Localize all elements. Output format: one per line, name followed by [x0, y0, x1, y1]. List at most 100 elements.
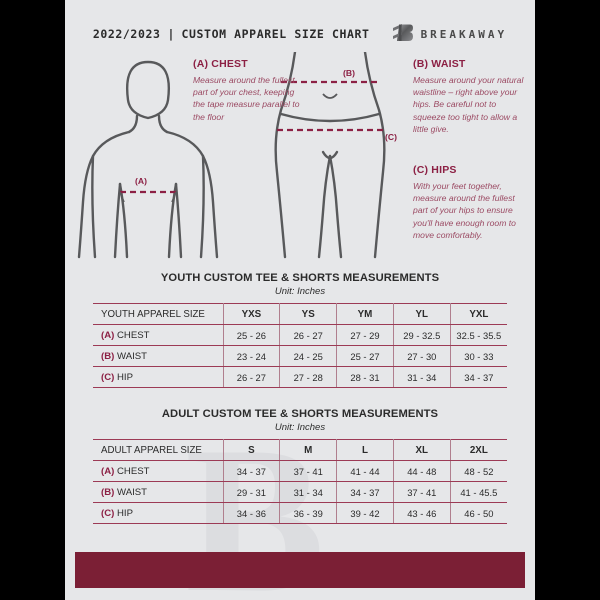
- youth-waist-yxl: 30 - 33: [450, 345, 507, 367]
- table-row: (B) WAIST 23 - 24 24 - 25 25 - 27 27 - 3…: [93, 345, 507, 367]
- youth-table-unit: Unit: Inches: [274, 286, 326, 297]
- row-tag-b: (B): [101, 486, 115, 498]
- measure-block-hips: (C) HIPS With your feet together, measur…: [413, 164, 525, 241]
- youth-chest-ys: 26 - 27: [279, 324, 338, 346]
- waist-heading: (B) WAIST: [413, 58, 466, 70]
- adult-chest-m: 37 - 41: [279, 460, 338, 482]
- measurement-diagram: (A) (B) (C) (A) CHEST Me: [65, 50, 535, 270]
- table-row: (C) HIP 34 - 36 36 - 39 39 - 42 43 - 46 …: [93, 502, 507, 524]
- chest-heading: (A) CHEST: [193, 58, 248, 70]
- adult-waist-l: 34 - 37: [336, 481, 394, 503]
- youth-col-yl: YL: [393, 303, 451, 325]
- page-header: 2022/2023 | CUSTOM APPAREL SIZE CHART: [65, 20, 535, 48]
- footer-bar: [75, 552, 525, 588]
- youth-hip-yxs: 26 - 27: [223, 366, 281, 388]
- table-header-row: ADULT APPAREL SIZE S M L XL 2XL: [93, 439, 507, 461]
- youth-row-chest-label: (A) CHEST: [93, 324, 224, 346]
- adult-chest-2xl: 48 - 52: [450, 460, 507, 482]
- lower-body-hips-illustration: [274, 52, 386, 259]
- youth-col-yxs: YXS: [223, 303, 281, 325]
- youth-waist-ym: 25 - 27: [336, 345, 394, 367]
- marker-b-label: (B): [343, 68, 355, 78]
- youth-col-yxl: YXL: [450, 303, 507, 325]
- youth-chest-yxl: 32.5 - 35.5: [450, 324, 507, 346]
- row-label-waist: WAIST: [117, 486, 148, 498]
- row-tag-c: (C): [101, 371, 115, 383]
- youth-header-label: YOUTH APPAREL SIZE: [93, 303, 224, 325]
- adult-table-title: ADULT CUSTOM TEE & SHORTS MEASUREMENTS: [161, 408, 439, 420]
- chart-card: B 2022/2023 | CUSTOM APPAREL SIZE CHART: [65, 0, 535, 600]
- adult-size-table: ADULT APPAREL SIZE S M L XL 2XL (A) CHES…: [93, 439, 507, 524]
- youth-row-waist-label: (B) WAIST: [93, 345, 224, 367]
- youth-chest-ym: 27 - 29: [336, 324, 394, 346]
- adult-chest-s: 34 - 37: [223, 460, 281, 482]
- waist-description: Measure around your natural waistline – …: [413, 75, 524, 134]
- youth-waist-ys: 24 - 25: [279, 345, 338, 367]
- adult-chest-l: 41 - 44: [336, 460, 394, 482]
- row-label-waist: WAIST: [117, 350, 148, 362]
- measure-block-chest: (A) CHEST Measure around the fullest par…: [193, 58, 301, 123]
- adult-hip-xl: 43 - 46: [393, 502, 451, 524]
- table-row: (A) CHEST 34 - 37 37 - 41 41 - 44 44 - 4…: [93, 460, 507, 482]
- adult-col-xl: XL: [393, 439, 451, 461]
- measure-block-waist: (B) WAIST Measure around your natural wa…: [413, 58, 525, 135]
- marker-a-label: (A): [135, 176, 147, 186]
- adult-hip-m: 36 - 39: [279, 502, 338, 524]
- row-label-chest: CHEST: [117, 329, 150, 341]
- adult-row-hip-label: (C) HIP: [93, 502, 224, 524]
- youth-col-ys: YS: [279, 303, 338, 325]
- youth-table-title: YOUTH CUSTOM TEE & SHORTS MEASUREMENTS: [160, 272, 440, 284]
- row-label-hip: HIP: [117, 507, 133, 519]
- page-title: CUSTOM APPAREL SIZE CHART: [181, 27, 370, 41]
- adult-hip-s: 34 - 36: [223, 502, 281, 524]
- adult-waist-m: 31 - 34: [279, 481, 338, 503]
- row-label-chest: CHEST: [117, 465, 150, 477]
- adult-row-waist-label: (B) WAIST: [93, 481, 224, 503]
- adult-header-label: ADULT APPAREL SIZE: [93, 439, 224, 461]
- adult-section: ADULT CUSTOM TEE & SHORTS MEASUREMENTS U…: [93, 408, 507, 524]
- youth-chest-yxs: 25 - 26: [223, 324, 281, 346]
- header-season: 2022/2023: [92, 27, 161, 41]
- youth-hip-ys: 27 - 28: [279, 366, 338, 388]
- adult-waist-s: 29 - 31: [223, 481, 281, 503]
- brand-logo: BREAKAWAY: [392, 22, 508, 46]
- brand-name: BREAKAWAY: [420, 27, 508, 41]
- row-tag-a: (A): [101, 329, 115, 341]
- youth-hip-ym: 28 - 31: [336, 366, 394, 388]
- youth-chest-yl: 29 - 32.5: [393, 324, 451, 346]
- hips-heading: (C) HIPS: [413, 164, 457, 176]
- row-tag-a: (A): [101, 465, 115, 477]
- breakaway-b-logo-icon: [392, 24, 413, 41]
- adult-col-m: M: [279, 439, 338, 461]
- adult-hip-2xl: 46 - 50: [450, 502, 507, 524]
- youth-col-ym: YM: [336, 303, 394, 325]
- youth-section: YOUTH CUSTOM TEE & SHORTS MEASUREMENTS U…: [93, 272, 507, 388]
- table-row: (B) WAIST 29 - 31 31 - 34 34 - 37 37 - 4…: [93, 481, 507, 503]
- adult-chest-xl: 44 - 48: [393, 460, 451, 482]
- youth-hip-yl: 31 - 34: [393, 366, 451, 388]
- adult-col-s: S: [223, 439, 281, 461]
- table-row: (A) CHEST 25 - 26 26 - 27 27 - 29 29 - 3…: [93, 324, 507, 346]
- upper-body-torso-illustration: [77, 60, 219, 259]
- table-header-row: YOUTH APPAREL SIZE YXS YS YM YL YXL: [93, 303, 507, 325]
- table-row: (C) HIP 26 - 27 27 - 28 28 - 31 31 - 34 …: [93, 366, 507, 388]
- youth-hip-yxl: 34 - 37: [450, 366, 507, 388]
- adult-row-chest-label: (A) CHEST: [93, 460, 224, 482]
- marker-c-label: (C): [385, 132, 397, 142]
- row-tag-b: (B): [101, 350, 115, 362]
- adult-waist-2xl: 41 - 45.5: [450, 481, 507, 503]
- hips-description: With your feet together, measure around …: [413, 181, 516, 240]
- youth-row-hip-label: (C) HIP: [93, 366, 224, 388]
- row-tag-c: (C): [101, 507, 115, 519]
- youth-waist-yxs: 23 - 24: [223, 345, 281, 367]
- header-separator: |: [167, 27, 175, 41]
- chest-description: Measure around the fullest part of your …: [193, 75, 300, 122]
- adult-hip-l: 39 - 42: [336, 502, 394, 524]
- adult-col-l: L: [336, 439, 394, 461]
- youth-size-table: YOUTH APPAREL SIZE YXS YS YM YL YXL (A) …: [93, 303, 507, 388]
- adult-waist-xl: 37 - 41: [393, 481, 451, 503]
- youth-waist-yl: 27 - 30: [393, 345, 451, 367]
- adult-col-2xl: 2XL: [450, 439, 507, 461]
- adult-table-unit: Unit: Inches: [274, 422, 326, 433]
